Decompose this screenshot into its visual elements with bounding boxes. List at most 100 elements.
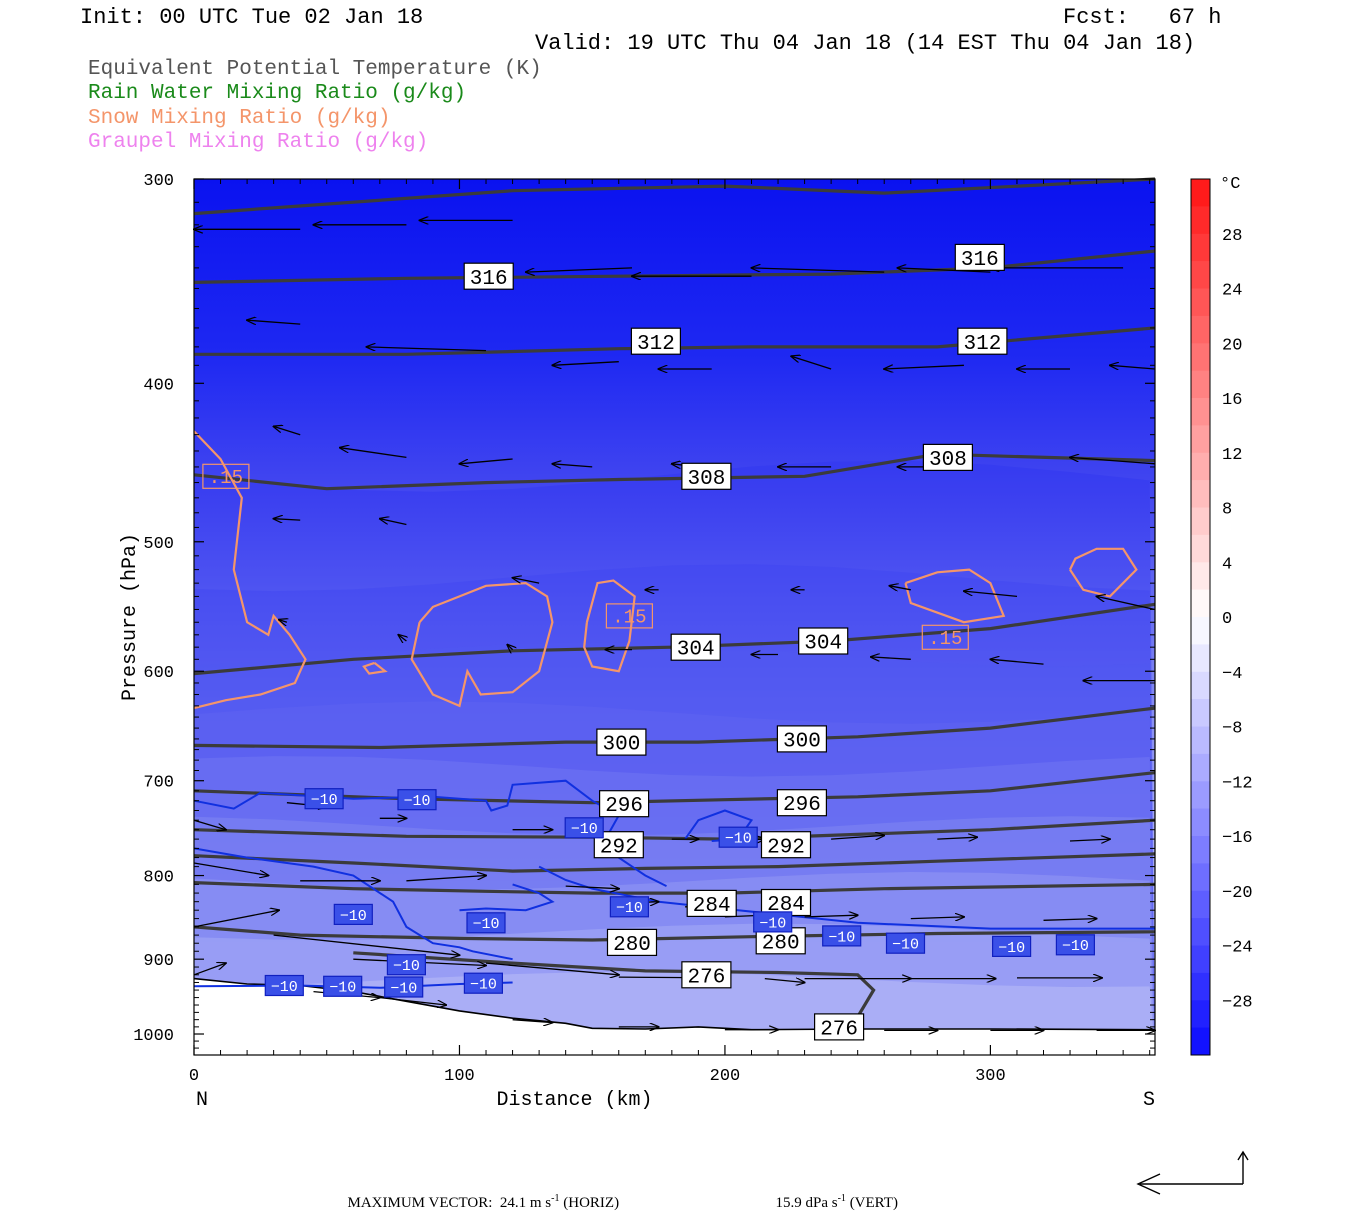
north-label: N: [196, 1089, 208, 1112]
temperature-label: −10: [403, 793, 430, 810]
colorbar-tick-label: 0: [1222, 610, 1232, 629]
shading-band: [194, 816, 1155, 1055]
wind-arrow: [884, 365, 964, 369]
colorbar-swatch: [1191, 644, 1210, 673]
theta-e-label: 276: [820, 1018, 858, 1041]
wind-arrow: [274, 426, 301, 436]
y-tick-label: 700: [143, 774, 174, 793]
y-axis-label: Pressure (hPa): [119, 533, 142, 701]
wind-arrow: [380, 519, 407, 526]
colorbar-swatch: [1191, 671, 1210, 700]
legend-graupel: Graupel Mixing Ratio (g/kg): [88, 131, 429, 154]
theta-e-line: [193, 925, 1156, 942]
wind-arrow: [1070, 457, 1156, 465]
max-vector-h-tag: (HORIZ): [563, 1195, 620, 1211]
theta-e-label-box: [596, 728, 647, 756]
wind-arrow: [379, 996, 446, 1005]
wind-arrow: [279, 620, 287, 623]
theta-e-label: 300: [602, 734, 640, 757]
temperature-label-box: [609, 896, 650, 918]
wind-arrow: [193, 819, 226, 830]
theta-e-label: 316: [470, 268, 508, 291]
snow-line: [362, 661, 388, 675]
colorbar-swatch: [1191, 480, 1210, 508]
theta-e-label: 276: [687, 966, 725, 989]
wind-arrow: [831, 835, 884, 839]
wind-arrow: [526, 267, 633, 272]
theta-e-label: 296: [783, 794, 821, 817]
theta-e-label-box: [598, 790, 650, 818]
temperature-label-box: [822, 925, 862, 947]
wind-arrow: [890, 586, 911, 590]
x-axis-label: Distance (km): [496, 1089, 652, 1112]
temperature-label: −10: [311, 792, 338, 809]
colorbar-swatch: [1191, 836, 1210, 864]
theta-e-label: 292: [767, 836, 805, 859]
colorbar-swatch: [1191, 972, 1210, 1001]
max-vector-key: [1136, 1150, 1249, 1195]
temperature-label: −10: [329, 980, 356, 997]
theta-e-line: [193, 249, 1156, 284]
wind-arrow: [898, 268, 991, 273]
x-tick-label: 0: [189, 1067, 199, 1086]
theta-e-label-box: [760, 831, 812, 859]
colorbar-swatch: [1191, 1027, 1210, 1056]
temperature-label: −10: [892, 937, 919, 954]
temperature-label-box: [885, 932, 926, 954]
wind-arrow: [340, 448, 407, 459]
colorbar-swatch: [1191, 890, 1210, 919]
colorbar-frame: [1190, 178, 1211, 1056]
wind-arrow: [193, 910, 279, 928]
max-vector-prefix: MAXIMUM VECTOR:: [347, 1195, 493, 1211]
temperature-label-box: [466, 912, 506, 934]
colorbar-swatch: [1191, 452, 1210, 481]
colorbar-swatch: [1191, 233, 1210, 262]
theta-e-label: 296: [605, 795, 643, 818]
wind-arrow: [367, 347, 487, 352]
colorbar-swatch: [1191, 781, 1210, 810]
temperature-label-box: [463, 972, 503, 994]
temperature-label-box: [323, 975, 363, 997]
wind-arrow: [1110, 365, 1156, 369]
temperature-label-box: [1055, 934, 1096, 956]
colorbar-tick-label: −28: [1222, 993, 1253, 1012]
temperature-label-box: [753, 911, 793, 933]
snow-label-box: [202, 463, 250, 489]
max-vector-v-value: 15.9: [775, 1195, 802, 1211]
theta-e-label: 312: [637, 333, 675, 356]
axes: 300 400 500 600 700 800 900 1000 0 100 200 300 Dista…: [119, 172, 1155, 1112]
temperature-line: [193, 847, 513, 961]
theta-e-line: [193, 852, 1156, 873]
wind-arrow: [460, 458, 513, 464]
colorbar-swatch: [1191, 726, 1210, 755]
temperature-label: −10: [571, 821, 598, 838]
wind-arrow: [791, 356, 832, 370]
theta-e-label: 284: [693, 895, 731, 918]
colorbar-swatch: [1191, 589, 1210, 618]
colorbar-swatch: [1191, 534, 1210, 563]
colorbar-swatch: [1191, 343, 1210, 372]
colorbar-swatch: [1191, 699, 1210, 727]
colorbar-tick-label: 12: [1222, 446, 1242, 465]
colorbar-swatch: [1191, 261, 1210, 289]
wind-arrow: [964, 591, 1018, 598]
snow-label: .15: [928, 628, 962, 650]
y-tick-label: 400: [143, 376, 174, 395]
colorbar-tick-label: −12: [1222, 774, 1253, 793]
temperature-label: −10: [998, 940, 1025, 957]
theta-e-label: 304: [677, 639, 715, 662]
wind-arrow: [193, 963, 226, 976]
theta-e-line: [193, 706, 1156, 750]
colorbar-swatch: [1191, 206, 1210, 235]
wind-arrow: [1069, 839, 1110, 841]
theta-e-label-box: [954, 243, 1005, 271]
temperature-label-box: [397, 789, 437, 811]
wind-arrow: [193, 862, 268, 876]
colorbar-unit: °C: [1220, 175, 1240, 194]
colorbar-tick-label: 8: [1222, 501, 1232, 520]
wind-arrow: [764, 979, 805, 983]
temperature-label-box: [386, 954, 426, 976]
wind-arrow: [552, 362, 619, 366]
theta-e-label-box: [686, 889, 737, 918]
